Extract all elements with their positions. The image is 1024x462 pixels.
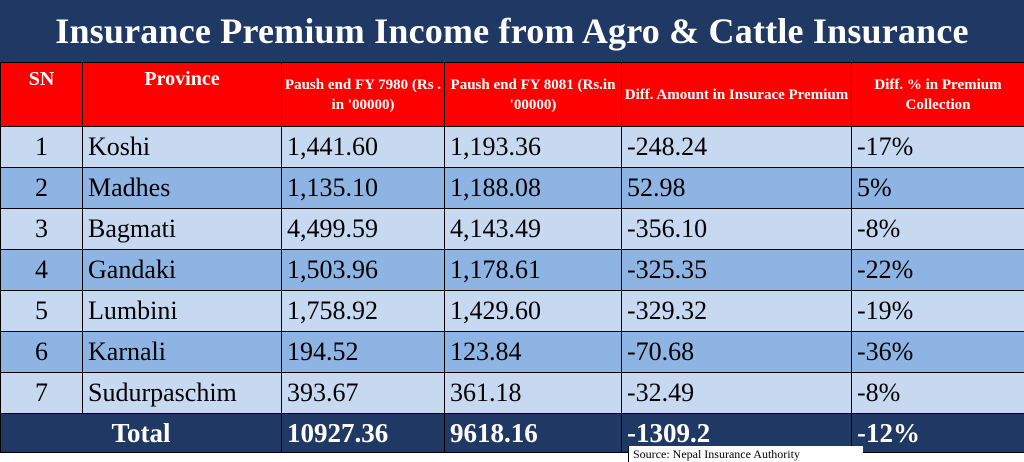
table-row: 1 Koshi 1,441.60 1,193.36 -248.24 -17% bbox=[0, 126, 1024, 168]
cell-fy8081: 4,143.49 bbox=[444, 208, 622, 250]
header-diff-amount: Diff. Amount in Insurace Premium bbox=[621, 62, 852, 127]
cell-sn: 3 bbox=[0, 208, 83, 250]
total-row: Total 10927.36 9618.16 -1309.2 -12% bbox=[0, 413, 1024, 453]
cell-fy7980: 1,441.60 bbox=[281, 126, 445, 168]
cell-province: Madhes bbox=[82, 167, 282, 209]
header-fy8081: Paush end FY 8081 (Rs.in '00000) bbox=[444, 62, 622, 127]
cell-diff-amount: -32.49 bbox=[621, 372, 852, 414]
premium-table: SN Province Paush end FY 7980 (Rs . in '… bbox=[0, 62, 1024, 453]
table-row: 7 Sudurpaschim 393.67 361.18 -32.49 -8% bbox=[0, 372, 1024, 414]
cell-province: Bagmati bbox=[82, 208, 282, 250]
header-province: Province bbox=[82, 62, 282, 127]
cell-diff-amount: 52.98 bbox=[621, 167, 852, 209]
total-fy8081: 9618.16 bbox=[444, 413, 622, 453]
table-row: 4 Gandaki 1,503.96 1,178.61 -325.35 -22% bbox=[0, 249, 1024, 291]
page-title: Insurance Premium Income from Agro & Cat… bbox=[0, 0, 1024, 62]
cell-province: Karnali bbox=[82, 331, 282, 373]
cell-fy8081: 123.84 bbox=[444, 331, 622, 373]
total-diff-pct: -12% bbox=[851, 413, 1024, 453]
table-row: 6 Karnali 194.52 123.84 -70.68 -36% bbox=[0, 331, 1024, 373]
cell-province: Sudurpaschim bbox=[82, 372, 282, 414]
total-label: Total bbox=[0, 413, 282, 453]
cell-fy7980: 4,499.59 bbox=[281, 208, 445, 250]
cell-diff-pct: -22% bbox=[851, 249, 1024, 291]
cell-sn: 1 bbox=[0, 126, 83, 168]
cell-fy7980: 1,135.10 bbox=[281, 167, 445, 209]
cell-diff-amount: -325.35 bbox=[621, 249, 852, 291]
cell-sn: 2 bbox=[0, 167, 83, 209]
cell-sn: 5 bbox=[0, 290, 83, 332]
cell-fy8081: 1,193.36 bbox=[444, 126, 622, 168]
cell-diff-pct: -17% bbox=[851, 126, 1024, 168]
cell-fy7980: 393.67 bbox=[281, 372, 445, 414]
cell-diff-pct: -8% bbox=[851, 372, 1024, 414]
cell-fy8081: 361.18 bbox=[444, 372, 622, 414]
cell-diff-amount: -248.24 bbox=[621, 126, 852, 168]
cell-diff-amount: -356.10 bbox=[621, 208, 852, 250]
header-diff-pct: Diff. % in Premium Collection bbox=[851, 62, 1024, 127]
cell-sn: 7 bbox=[0, 372, 83, 414]
header-row: SN Province Paush end FY 7980 (Rs . in '… bbox=[0, 62, 1024, 127]
cell-diff-amount: -70.68 bbox=[621, 331, 852, 373]
cell-province: Koshi bbox=[82, 126, 282, 168]
cell-diff-pct: -8% bbox=[851, 208, 1024, 250]
cell-sn: 6 bbox=[0, 331, 83, 373]
table-row: 5 Lumbini 1,758.92 1,429.60 -329.32 -19% bbox=[0, 290, 1024, 332]
table-row: 3 Bagmati 4,499.59 4,143.49 -356.10 -8% bbox=[0, 208, 1024, 250]
header-sn: SN bbox=[0, 62, 83, 127]
total-fy7980: 10927.36 bbox=[281, 413, 445, 453]
cell-diff-pct: 5% bbox=[851, 167, 1024, 209]
source-note: Source: Nepal Insurance Authority bbox=[628, 446, 863, 462]
cell-fy7980: 1,503.96 bbox=[281, 249, 445, 291]
cell-fy8081: 1,429.60 bbox=[444, 290, 622, 332]
cell-diff-amount: -329.32 bbox=[621, 290, 852, 332]
cell-diff-pct: -19% bbox=[851, 290, 1024, 332]
cell-province: Lumbini bbox=[82, 290, 282, 332]
cell-diff-pct: -36% bbox=[851, 331, 1024, 373]
cell-fy7980: 1,758.92 bbox=[281, 290, 445, 332]
cell-fy7980: 194.52 bbox=[281, 331, 445, 373]
header-fy7980: Paush end FY 7980 (Rs . in '00000) bbox=[281, 62, 445, 127]
table-row: 2 Madhes 1,135.10 1,188.08 52.98 5% bbox=[0, 167, 1024, 209]
cell-fy8081: 1,178.61 bbox=[444, 249, 622, 291]
cell-fy8081: 1,188.08 bbox=[444, 167, 622, 209]
cell-province: Gandaki bbox=[82, 249, 282, 291]
cell-sn: 4 bbox=[0, 249, 83, 291]
